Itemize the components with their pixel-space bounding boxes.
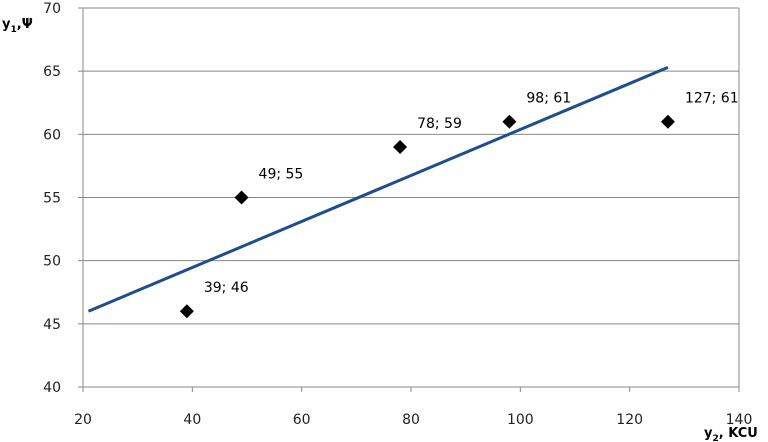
- data-point-marker: [234, 190, 249, 205]
- y-tick-label: 65: [43, 64, 61, 80]
- x-tick-label: 20: [74, 412, 92, 428]
- y-tick-label: 40: [43, 380, 61, 396]
- data-points: [179, 114, 675, 319]
- data-point-marker: [660, 114, 675, 129]
- y-tick-labels: 40 45 50 55 60 65 70: [43, 1, 61, 396]
- x-tick-labels: 20 40 60 80 100 120 140: [74, 412, 752, 428]
- axes: [78, 7, 740, 392]
- y-axis-title: y1,Ψ: [2, 17, 33, 35]
- data-point-label: 98; 61: [526, 91, 571, 107]
- x-tick-label: 60: [293, 412, 311, 428]
- x-tick-label: 100: [507, 412, 534, 428]
- x-tick-label: 80: [402, 412, 420, 428]
- y-tick-label: 60: [43, 127, 61, 143]
- x-axis-title: y2, KCU: [704, 426, 758, 442]
- y-tick-label: 50: [43, 254, 61, 270]
- trendline: [87, 65, 669, 313]
- data-point-marker: [393, 139, 408, 154]
- data-labels: 39; 46 49; 55 78; 59 98; 61 127; 61: [204, 91, 739, 297]
- y-tick-label: 55: [43, 191, 61, 207]
- x-tick-label: 40: [183, 412, 201, 428]
- data-point-label: 39; 46: [204, 280, 249, 296]
- y-tick-label: 70: [43, 1, 61, 17]
- data-point-marker: [179, 304, 194, 319]
- x-tick-label: 140: [726, 412, 753, 428]
- data-point-label: 78; 59: [417, 116, 462, 132]
- data-point-label: 127; 61: [685, 91, 739, 107]
- data-point-marker: [502, 114, 517, 129]
- x-tick-label: 120: [616, 412, 643, 428]
- y-tick-label: 45: [43, 317, 61, 333]
- data-point-label: 49; 55: [259, 167, 304, 183]
